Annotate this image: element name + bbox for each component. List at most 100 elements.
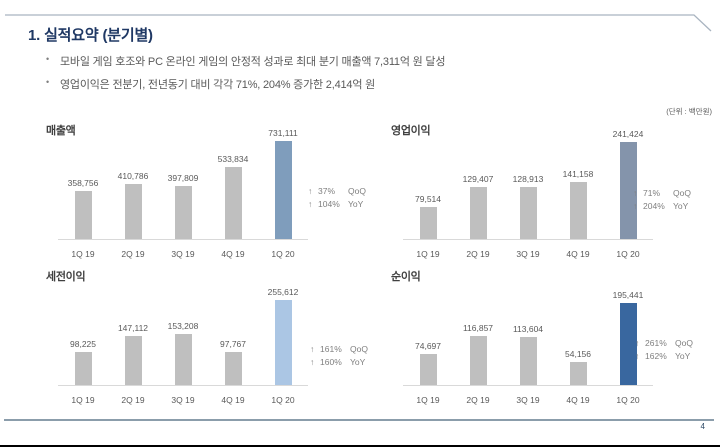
annotation-line: ↑ 160% YoY xyxy=(310,356,368,368)
category-label: 4Q 19 xyxy=(221,249,245,259)
footer-rule xyxy=(4,419,714,421)
annotation-basis: YoY xyxy=(348,198,364,209)
bar xyxy=(74,352,92,385)
category-label: 4Q 19 xyxy=(221,395,245,405)
bar-slot: 79,514 xyxy=(403,194,453,239)
bar xyxy=(519,337,537,385)
bar-slot: 241,424 xyxy=(603,129,653,239)
category-axis: 1Q 19 2Q 19 3Q 19 4Q 19 1Q 20 xyxy=(58,249,308,259)
category-label: 3Q 19 xyxy=(171,395,195,405)
annotation-delta: 104% xyxy=(318,198,340,209)
bar-value-label: 255,612 xyxy=(267,287,299,297)
bar-value-label: 129,407 xyxy=(462,174,494,184)
category-label: 1Q 20 xyxy=(616,395,640,405)
bar-value-label: 147,112 xyxy=(117,323,149,333)
chart-panel-operating-profit: 영업이익 79,514 129,407 128,913 141,158 241,424 1Q… xyxy=(383,112,715,268)
annotation-line: ↑ 161% QoQ xyxy=(310,343,368,355)
annotation-basis: YoY xyxy=(350,356,366,367)
growth-annotation: ↑ 161% QoQ ↑ 160% YoY xyxy=(310,343,368,368)
bar-slot: 74,697 xyxy=(403,341,453,385)
category-label: 1Q 19 xyxy=(71,395,95,405)
up-arrow-icon: ↑ xyxy=(635,350,640,361)
category-label: 1Q 20 xyxy=(271,395,295,405)
bar xyxy=(469,336,487,385)
bar-value-label: 397,809 xyxy=(167,173,199,183)
bar xyxy=(74,191,92,239)
category-axis: 1Q 19 2Q 19 3Q 19 4Q 19 1Q 20 xyxy=(58,395,308,405)
bar-value-label: 141,158 xyxy=(562,169,594,179)
bar xyxy=(419,207,437,239)
category-label: 2Q 19 xyxy=(466,249,490,259)
category-label: 1Q 20 xyxy=(271,249,295,259)
bullet-list: • 모바일 게임 호조와 PC 온라인 게임의 안정적 성과로 최대 분기 매출… xyxy=(46,53,445,99)
chart-panel-net-profit: 순이익 74,697 116,857 113,604 54,156 195,441 1Q 1… xyxy=(383,258,715,414)
category-label: 1Q 19 xyxy=(71,249,95,259)
bar xyxy=(274,141,292,239)
chart-plot-area: 79,514 129,407 128,913 141,158 241,424 xyxy=(403,126,653,240)
bar-value-label: 731,111 xyxy=(268,128,298,138)
bar-value-label: 533,834 xyxy=(217,154,249,164)
category-label: 1Q 20 xyxy=(616,249,640,259)
bar-slot: 410,786 xyxy=(108,171,158,239)
bullet-item: • 모바일 게임 호조와 PC 온라인 게임의 안정적 성과로 최대 분기 매출… xyxy=(46,53,445,76)
chart-panel-pretax-profit: 세전이익 98,225 147,112 153,208 97,767 255,612 1Q … xyxy=(38,258,370,414)
bar-slot: 98,225 xyxy=(58,339,108,385)
annotation-basis: YoY xyxy=(675,350,691,361)
up-arrow-icon: ↑ xyxy=(633,200,638,211)
category-label: 1Q 19 xyxy=(416,395,440,405)
category-label: 4Q 19 xyxy=(566,395,590,405)
annotation-line: ↑ 37% QoQ xyxy=(308,185,366,197)
annotation-delta: 204% xyxy=(643,200,665,211)
growth-annotation: ↑ 37% QoQ ↑ 104% YoY xyxy=(308,185,366,210)
category-label: 3Q 19 xyxy=(516,249,540,259)
page-title: 1. 실적요약 (분기별) xyxy=(28,27,153,44)
category-label: 4Q 19 xyxy=(566,249,590,259)
bar-value-label: 128,913 xyxy=(512,174,544,184)
annotation-line: ↑ 162% YoY xyxy=(635,350,693,362)
category-label: 2Q 19 xyxy=(121,249,145,259)
annotation-delta: 71% xyxy=(643,188,661,199)
bar-value-label: 153,208 xyxy=(167,321,199,331)
annotation-line: ↑ 204% YoY xyxy=(633,200,691,212)
category-label: 2Q 19 xyxy=(121,395,145,405)
growth-annotation: ↑ 261% QoQ ↑ 162% YoY xyxy=(635,337,693,362)
growth-annotation: ↑ 71% QoQ ↑ 204% YoY xyxy=(633,187,691,212)
bar-value-label: 74,697 xyxy=(415,341,441,351)
annotation-delta: 37% xyxy=(318,186,336,197)
bar-slot: 195,441 xyxy=(603,290,653,385)
annotation-basis: QoQ xyxy=(673,188,691,199)
bar-slot: 141,158 xyxy=(553,169,603,239)
bar-slot: 255,612 xyxy=(258,287,308,385)
bar-slot: 358,756 xyxy=(58,178,108,239)
unit-label: (단위 : 백만원) xyxy=(666,107,712,116)
chart-title: 세전이익 xyxy=(46,271,86,283)
bullet-text: 모바일 게임 호조와 PC 온라인 게임의 안정적 성과로 최대 분기 매출액 … xyxy=(60,56,446,68)
bar-value-label: 98,225 xyxy=(70,339,96,349)
category-label: 3Q 19 xyxy=(171,249,195,259)
category-label: 1Q 19 xyxy=(416,249,440,259)
bar-slot: 533,834 xyxy=(208,154,258,239)
bar-slot: 54,156 xyxy=(553,349,603,385)
bar xyxy=(124,336,142,385)
chart-plot-area: 74,697 116,857 113,604 54,156 195,441 xyxy=(403,286,653,386)
chart-plot-area: 358,756 410,786 397,809 533,834 731,111 xyxy=(58,126,308,240)
up-arrow-icon: ↑ xyxy=(310,356,315,367)
bullet-icon: • xyxy=(46,77,49,87)
bar xyxy=(419,354,437,385)
bar-value-label: 113,604 xyxy=(512,324,544,334)
bar-value-label: 358,756 xyxy=(67,178,99,188)
bar-slot: 731,111 xyxy=(258,128,308,239)
annotation-delta: 162% xyxy=(645,350,667,361)
chart-title: 영업이익 xyxy=(391,125,431,137)
category-axis: 1Q 19 2Q 19 3Q 19 4Q 19 1Q 20 xyxy=(403,249,653,259)
chart-title: 매출액 xyxy=(46,125,76,137)
annotation-basis: YoY xyxy=(673,200,689,211)
bar-slot: 129,407 xyxy=(453,174,503,239)
up-arrow-icon: ↑ xyxy=(635,338,640,349)
annotation-basis: QoQ xyxy=(350,344,368,355)
category-label: 2Q 19 xyxy=(466,395,490,405)
bar-slot: 147,112 xyxy=(108,323,158,385)
bar xyxy=(274,300,292,385)
bar xyxy=(174,334,192,385)
bar-slot: 97,767 xyxy=(208,339,258,385)
